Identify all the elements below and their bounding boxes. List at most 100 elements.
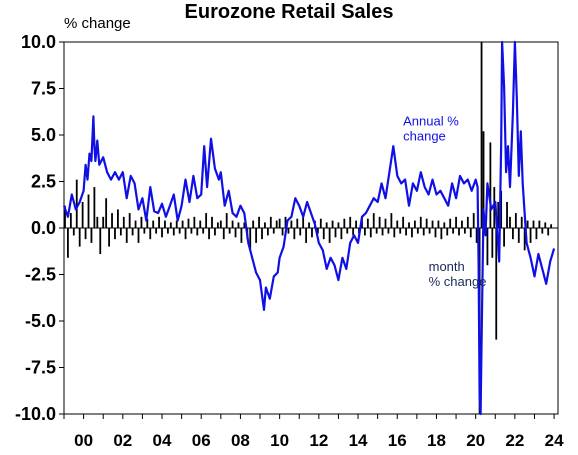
monthly-bar <box>249 228 252 251</box>
monthly-bar <box>411 228 413 238</box>
monthly-bar <box>175 220 178 228</box>
monthly-bar <box>316 228 319 234</box>
x-tick-label: 20 <box>466 431 485 450</box>
monthly-bar <box>190 228 193 234</box>
monthly-bar <box>211 216 213 228</box>
y-axis-unit-label: % change <box>64 15 131 32</box>
y-tick-label: -2.5 <box>25 265 56 285</box>
monthly-bar <box>202 228 205 234</box>
monthly-bar <box>325 222 328 228</box>
monthly-bar <box>131 228 134 236</box>
monthly-bar <box>413 220 416 228</box>
monthly-bar <box>222 228 225 240</box>
monthly-bar <box>169 222 172 228</box>
annual-series-label: Annual % <box>403 114 459 129</box>
monthly-bar <box>69 213 72 228</box>
monthly-bar <box>228 228 231 234</box>
monthly-bar <box>105 198 108 228</box>
monthly-bar <box>443 222 446 228</box>
monthly-bar <box>96 216 99 228</box>
monthly-bar <box>480 42 483 228</box>
monthly-bar <box>495 228 498 340</box>
monthly-bar <box>331 220 334 228</box>
monthly-bar <box>375 228 378 234</box>
monthly-bar <box>405 228 407 236</box>
monthly-bar <box>541 228 544 234</box>
monthly-bar <box>67 228 69 258</box>
x-tick-label: 08 <box>231 431 250 450</box>
monthly-bar <box>140 216 143 228</box>
monthly-bar <box>532 220 535 228</box>
monthly-bar <box>349 216 352 228</box>
monthly-bar <box>293 228 296 240</box>
y-tick-label: 0.0 <box>31 218 56 238</box>
monthly-bar <box>469 228 472 238</box>
monthly-bar <box>128 213 131 228</box>
monthly-bar <box>240 228 243 243</box>
monthly-bar <box>337 222 340 228</box>
y-tick-label: -10.0 <box>15 404 56 424</box>
monthly-bar <box>512 228 514 240</box>
monthly-bar <box>475 228 478 243</box>
monthly-bar <box>340 228 343 240</box>
monthly-bar <box>387 228 390 234</box>
monthly-bar <box>472 213 475 228</box>
monthly-bar <box>225 213 228 228</box>
annual-series-label: change <box>403 129 446 144</box>
y-axis: 10.0 7.5 5.0 2.5 0.0 -2.5 -5.0 -7.5 -10.0 <box>15 32 64 424</box>
monthly-bar <box>308 222 310 228</box>
monthly-bar <box>296 218 299 228</box>
monthly-bar <box>319 218 322 228</box>
monthly-bar <box>440 228 443 240</box>
y-tick-label: 7.5 <box>31 79 56 99</box>
monthly-bar <box>102 216 105 228</box>
monthly-bar <box>506 201 508 228</box>
monthly-bar <box>219 220 222 228</box>
monthly-bar <box>196 228 199 236</box>
monthly-bar <box>486 228 489 266</box>
monthly-bar <box>231 220 234 228</box>
monthly-bar <box>187 218 190 228</box>
monthly-bar <box>366 218 369 228</box>
monthly-bar <box>208 228 210 240</box>
monthly-bar <box>166 228 169 234</box>
monthly-bar <box>134 220 137 228</box>
monthly-bar <box>278 218 281 228</box>
monthly-bar <box>402 216 405 228</box>
monthly-bar <box>164 220 166 228</box>
monthly-bar <box>535 228 538 240</box>
x-tick-label: 18 <box>427 431 446 450</box>
monthly-bar <box>149 228 152 240</box>
monthly-bar <box>87 194 90 228</box>
y-tick-label: 10.0 <box>21 32 56 52</box>
annotations: Annual %change month% change <box>403 114 486 289</box>
x-tick-label: 06 <box>192 431 211 450</box>
monthly-series-label: month <box>429 259 465 274</box>
monthly-bar <box>114 228 116 240</box>
monthly-bar <box>416 228 419 234</box>
monthly-bar <box>434 228 437 238</box>
monthly-bar <box>461 220 463 228</box>
monthly-bar <box>378 216 381 228</box>
monthly-bar <box>284 216 287 228</box>
monthly-bar <box>384 218 387 228</box>
monthly-bar <box>408 222 410 228</box>
monthly-bar <box>466 216 469 228</box>
x-tick-label: 02 <box>113 431 132 450</box>
monthly-bar <box>428 228 431 234</box>
monthly-bar <box>463 228 466 234</box>
y-tick-label: -5.0 <box>25 311 56 331</box>
monthly-bar <box>529 228 532 243</box>
monthly-bar <box>122 216 125 228</box>
monthly-bar <box>199 220 202 228</box>
y-tick-label: 5.0 <box>31 125 56 145</box>
monthly-bar <box>497 201 500 228</box>
monthly-bar <box>449 218 452 228</box>
monthly-bar <box>422 228 425 236</box>
monthly-bar <box>520 216 523 228</box>
x-tick-label: 14 <box>349 431 368 450</box>
monthly-bar <box>302 216 305 228</box>
monthly-bar <box>243 222 246 228</box>
monthly-bar <box>155 228 158 234</box>
monthly-bar <box>181 220 184 228</box>
